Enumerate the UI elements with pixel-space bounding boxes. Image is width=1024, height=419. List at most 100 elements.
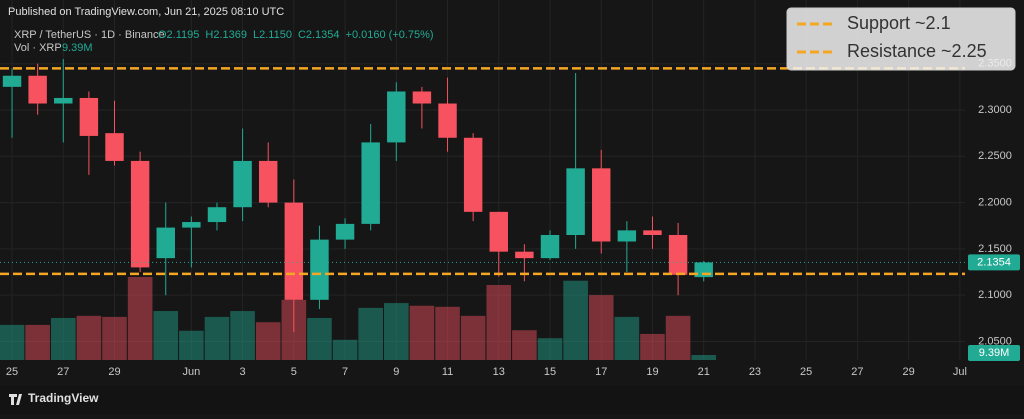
x-tick-label: 9 (393, 366, 399, 378)
candle-body (156, 227, 175, 259)
candle-body (592, 168, 611, 242)
x-tick-label: Jul (953, 366, 967, 378)
volume-bar (512, 330, 537, 360)
volume-bar (255, 322, 281, 360)
candle-body (258, 160, 278, 203)
candle-body (335, 223, 355, 240)
volume-bar (230, 311, 255, 360)
last-price-box (968, 254, 1020, 271)
symbol: XRP / TetherUS · 1D · Binance (14, 29, 165, 41)
volume-text: 9.39M (62, 42, 93, 54)
candle-body (233, 160, 252, 208)
volume-bar (0, 324, 25, 360)
x-tick-label: 5 (291, 366, 297, 378)
volume-bar (614, 316, 640, 360)
brand: TradingView (28, 391, 99, 405)
volume-bar (537, 338, 563, 360)
volume-bar (50, 317, 76, 360)
x-tick-label: 29 (903, 366, 915, 378)
volume-bar (102, 316, 127, 360)
volume-bar (486, 284, 512, 360)
volume-bar (640, 333, 665, 360)
x-tick-label: Jun (182, 366, 200, 378)
volume-bar (25, 324, 50, 360)
volume-bar (563, 280, 588, 360)
volume-bar (204, 316, 230, 360)
ohlc-item: O2.1195 (158, 29, 199, 41)
x-tick-label: 7 (342, 366, 348, 378)
x-tick-label: 21 (698, 366, 710, 378)
volume-bar (409, 305, 435, 360)
legend-label: Resistance ~2.25 (847, 41, 987, 61)
x-tick-label: 17 (595, 366, 607, 378)
legend: Support ~2.1 Resistance ~2.25 (786, 7, 1016, 71)
candle-body (105, 133, 124, 161)
volume-title: Vol · XRP (14, 42, 62, 54)
x-tick-label: 3 (240, 366, 246, 378)
candle-body (540, 235, 560, 259)
y-tick-label: 2.1500 (978, 243, 1012, 255)
ohlc-item: C2.1354 (298, 29, 340, 41)
x-tick-label: 11 (442, 366, 453, 378)
volume-bar (332, 339, 358, 360)
x-tick-label: 13 (493, 366, 505, 378)
ohlc-item: +0.0160 (+0.75%) (346, 29, 434, 41)
candle-body (54, 97, 73, 104)
x-tick-label: 23 (749, 366, 761, 378)
volume-bar (588, 295, 614, 360)
x-tick-label: 25 (6, 366, 18, 378)
volume-bar (76, 315, 102, 360)
candle-body (28, 75, 47, 104)
volume-label-box (968, 345, 1020, 361)
candle-body (643, 230, 662, 235)
y-tick-label: 2.2000 (978, 196, 1012, 208)
candle-body (361, 142, 380, 224)
volume-bar (307, 317, 332, 360)
y-tick-label: 2.0500 (978, 335, 1012, 347)
last-price-label: 2.1354 (977, 256, 1011, 268)
candle-body (2, 75, 22, 87)
candle-body (387, 91, 406, 143)
candle-body (79, 97, 99, 136)
candle-body (130, 160, 150, 268)
volume-value-label: 9.39M (979, 347, 1010, 359)
x-tick-label: 29 (108, 366, 120, 378)
x-tick-label: 19 (646, 366, 658, 378)
y-tick-label: 2.2500 (978, 150, 1012, 162)
legend-box (786, 7, 1016, 71)
volume-bar (179, 330, 204, 360)
volume-bar (383, 303, 409, 360)
y-tick-label: 2.3000 (978, 104, 1012, 116)
ohlc: O2.1195 H2.1369 L2.1150 C2.1354 +0.0160 (+0.… (158, 29, 434, 41)
volume-bar (460, 315, 486, 360)
candle-body (412, 91, 432, 104)
volume-bar (691, 355, 717, 360)
volume-bar (358, 307, 383, 360)
volume-bar (665, 315, 691, 360)
volume-bar (127, 277, 153, 360)
candle-body (566, 168, 585, 235)
x-tick-label: 15 (544, 366, 556, 378)
logo (9, 394, 22, 405)
candle-body (207, 207, 227, 223)
volume-bar (435, 306, 460, 360)
candle-body (438, 103, 457, 138)
x-tick-label: 27 (57, 366, 69, 378)
candle-body (668, 235, 688, 275)
y-tick-label: 2.1000 (978, 289, 1012, 301)
candle-body (489, 211, 508, 252)
footer-bar (0, 386, 1024, 414)
x-tick-label: 27 (851, 366, 863, 378)
published: Published on TradingView.com, Jun 21, 20… (8, 6, 284, 18)
ohlc-item: H2.1369 (205, 29, 247, 41)
candle-body (515, 251, 534, 259)
ohlc-item: L2.1150 (253, 29, 292, 41)
candle-body (284, 202, 304, 300)
x-tick-label: 25 (800, 366, 812, 378)
legend-label: Support ~2.1 (847, 13, 951, 33)
candle-body (463, 137, 483, 212)
candle-body (310, 239, 329, 300)
volume-bar (153, 311, 179, 360)
candle-body (182, 222, 201, 228)
